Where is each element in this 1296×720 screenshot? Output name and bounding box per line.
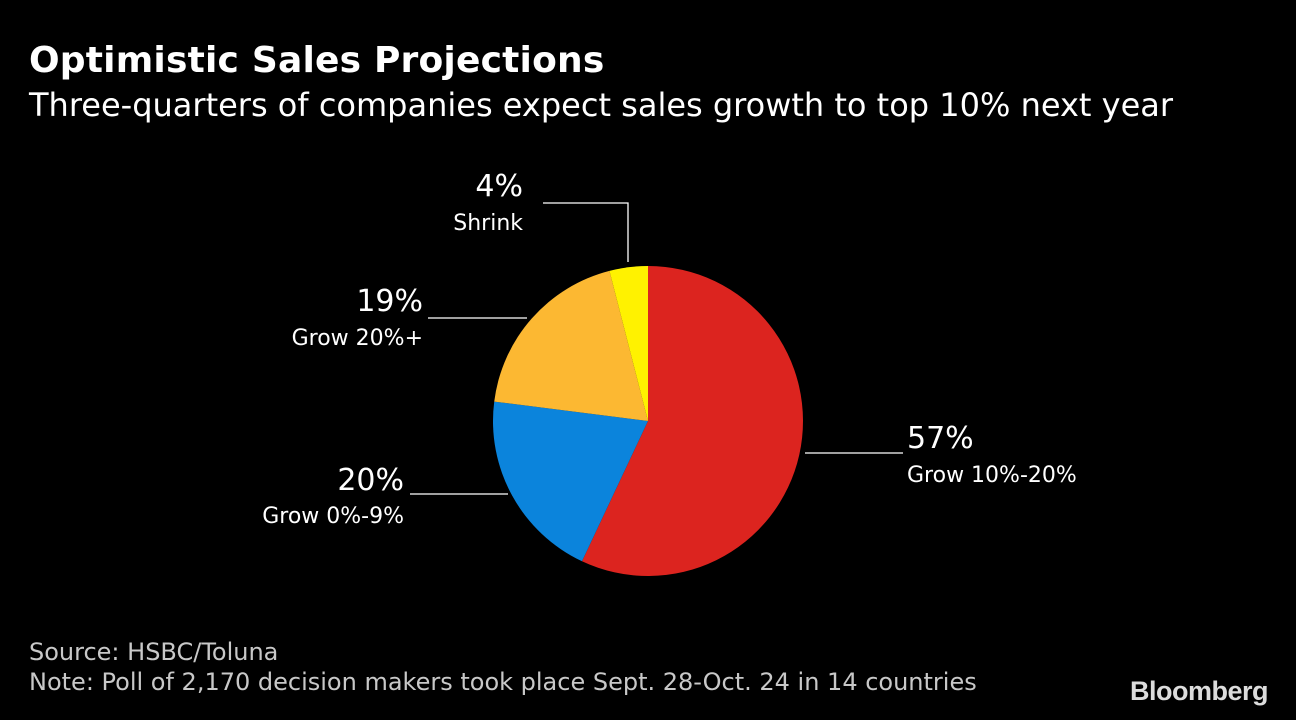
source-text: Source: HSBC/Toluna: [29, 638, 279, 666]
slice-value-label: 19%: [356, 284, 423, 319]
pie-slice: [492, 401, 648, 562]
note-text: Note: Poll of 2,170 decision makers took…: [29, 668, 977, 696]
slice-value-label: 57%: [907, 421, 974, 456]
leader-line: [543, 202, 629, 262]
bloomberg-logo: Bloomberg: [1129, 676, 1269, 706]
pie-slice: [582, 266, 803, 577]
pie-slice: [609, 266, 648, 421]
slice-value-label: 20%: [337, 463, 404, 498]
slice-category-label: Grow 0%-9%: [262, 504, 404, 529]
slice-category-label: Grow 20%+: [292, 326, 423, 351]
pie-slices: [492, 266, 803, 577]
slice-value-label: 4%: [475, 169, 523, 204]
leader-lines: [410, 202, 903, 495]
slice-category-label: Grow 10%-20%: [907, 463, 1077, 488]
chart-title: Optimistic Sales Projections: [29, 40, 605, 81]
slice-category-label: Shrink: [453, 211, 523, 236]
pie-slice: [494, 270, 648, 421]
chart-subtitle: Three-quarters of companies expect sales…: [29, 86, 1174, 124]
